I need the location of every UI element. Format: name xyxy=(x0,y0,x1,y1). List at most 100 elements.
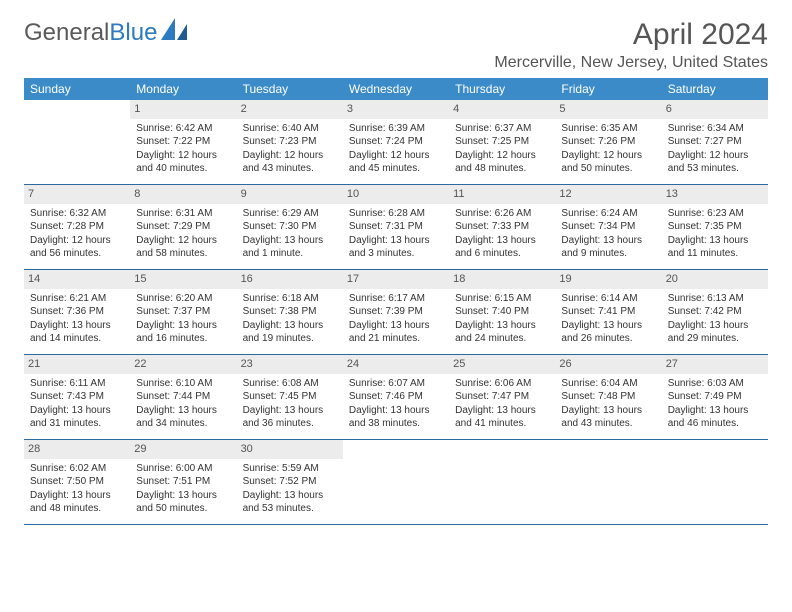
daylight-line2: and 21 minutes. xyxy=(349,332,443,346)
sunset: Sunset: 7:45 PM xyxy=(243,390,337,404)
day-number: 26 xyxy=(555,355,661,374)
empty-cell xyxy=(449,440,555,524)
sunrise: Sunrise: 6:31 AM xyxy=(136,207,230,221)
sunrise: Sunrise: 6:13 AM xyxy=(668,292,762,306)
sunrise: Sunrise: 6:40 AM xyxy=(243,122,337,136)
day-cell: 6Sunrise: 6:34 AMSunset: 7:27 PMDaylight… xyxy=(662,100,768,184)
title-block: April 2024 Mercerville, New Jersey, Unit… xyxy=(494,18,768,72)
daylight-line1: Daylight: 13 hours xyxy=(561,234,655,248)
day-cell: 4Sunrise: 6:37 AMSunset: 7:25 PMDaylight… xyxy=(449,100,555,184)
sunset: Sunset: 7:39 PM xyxy=(349,305,443,319)
sunrise: Sunrise: 6:37 AM xyxy=(455,122,549,136)
daylight-line2: and 1 minute. xyxy=(243,247,337,261)
sunset: Sunset: 7:41 PM xyxy=(561,305,655,319)
daylight-line1: Daylight: 13 hours xyxy=(349,404,443,418)
daylight-line2: and 45 minutes. xyxy=(349,162,443,176)
day-header-cell: Monday xyxy=(130,78,236,100)
sunset: Sunset: 7:43 PM xyxy=(30,390,124,404)
day-header-cell: Saturday xyxy=(662,78,768,100)
daylight-line2: and 46 minutes. xyxy=(668,417,762,431)
day-cell: 13Sunrise: 6:23 AMSunset: 7:35 PMDayligh… xyxy=(662,185,768,269)
sunrise: Sunrise: 5:59 AM xyxy=(243,462,337,476)
sunset: Sunset: 7:49 PM xyxy=(668,390,762,404)
day-cell: 26Sunrise: 6:04 AMSunset: 7:48 PMDayligh… xyxy=(555,355,661,439)
sunrise: Sunrise: 6:08 AM xyxy=(243,377,337,391)
day-number: 3 xyxy=(343,100,449,119)
sunset: Sunset: 7:24 PM xyxy=(349,135,443,149)
daylight-line2: and 43 minutes. xyxy=(243,162,337,176)
daylight-line1: Daylight: 13 hours xyxy=(455,319,549,333)
day-cell: 9Sunrise: 6:29 AMSunset: 7:30 PMDaylight… xyxy=(237,185,343,269)
sunset: Sunset: 7:29 PM xyxy=(136,220,230,234)
daylight-line2: and 43 minutes. xyxy=(561,417,655,431)
calendar: SundayMondayTuesdayWednesdayThursdayFrid… xyxy=(24,78,768,525)
week-row: 21Sunrise: 6:11 AMSunset: 7:43 PMDayligh… xyxy=(24,355,768,440)
daylight-line2: and 34 minutes. xyxy=(136,417,230,431)
sunrise: Sunrise: 6:17 AM xyxy=(349,292,443,306)
daylight-line2: and 58 minutes. xyxy=(136,247,230,261)
daylight-line1: Daylight: 12 hours xyxy=(136,234,230,248)
daylight-line2: and 38 minutes. xyxy=(349,417,443,431)
day-number: 29 xyxy=(130,440,236,459)
daylight-line2: and 48 minutes. xyxy=(30,502,124,516)
sunset: Sunset: 7:50 PM xyxy=(30,475,124,489)
daylight-line1: Daylight: 13 hours xyxy=(455,234,549,248)
sunrise: Sunrise: 6:07 AM xyxy=(349,377,443,391)
empty-cell xyxy=(662,440,768,524)
sunset: Sunset: 7:52 PM xyxy=(243,475,337,489)
sunset: Sunset: 7:33 PM xyxy=(455,220,549,234)
sunset: Sunset: 7:26 PM xyxy=(561,135,655,149)
daylight-line1: Daylight: 13 hours xyxy=(243,404,337,418)
day-cell: 16Sunrise: 6:18 AMSunset: 7:38 PMDayligh… xyxy=(237,270,343,354)
day-number: 24 xyxy=(343,355,449,374)
sunrise: Sunrise: 6:29 AM xyxy=(243,207,337,221)
sunrise: Sunrise: 6:39 AM xyxy=(349,122,443,136)
logo-text-2: Blue xyxy=(109,19,157,47)
day-number: 15 xyxy=(130,270,236,289)
daylight-line1: Daylight: 12 hours xyxy=(349,149,443,163)
sunset: Sunset: 7:38 PM xyxy=(243,305,337,319)
sunset: Sunset: 7:27 PM xyxy=(668,135,762,149)
day-number: 11 xyxy=(449,185,555,204)
sunrise: Sunrise: 6:35 AM xyxy=(561,122,655,136)
day-number: 20 xyxy=(662,270,768,289)
day-header-cell: Thursday xyxy=(449,78,555,100)
daylight-line2: and 40 minutes. xyxy=(136,162,230,176)
sunset: Sunset: 7:51 PM xyxy=(136,475,230,489)
daylight-line2: and 26 minutes. xyxy=(561,332,655,346)
day-number: 27 xyxy=(662,355,768,374)
day-cell: 1Sunrise: 6:42 AMSunset: 7:22 PMDaylight… xyxy=(130,100,236,184)
daylight-line1: Daylight: 13 hours xyxy=(243,234,337,248)
daylight-line2: and 29 minutes. xyxy=(668,332,762,346)
daylight-line1: Daylight: 13 hours xyxy=(136,489,230,503)
logo-text-1: General xyxy=(24,19,109,47)
sail-icon xyxy=(161,18,187,47)
week-row: 14Sunrise: 6:21 AMSunset: 7:36 PMDayligh… xyxy=(24,270,768,355)
day-cell: 19Sunrise: 6:14 AMSunset: 7:41 PMDayligh… xyxy=(555,270,661,354)
day-header-cell: Sunday xyxy=(24,78,130,100)
sunrise: Sunrise: 6:18 AM xyxy=(243,292,337,306)
sunrise: Sunrise: 6:04 AM xyxy=(561,377,655,391)
sunrise: Sunrise: 6:14 AM xyxy=(561,292,655,306)
day-cell: 24Sunrise: 6:07 AMSunset: 7:46 PMDayligh… xyxy=(343,355,449,439)
sunset: Sunset: 7:40 PM xyxy=(455,305,549,319)
day-cell: 12Sunrise: 6:24 AMSunset: 7:34 PMDayligh… xyxy=(555,185,661,269)
daylight-line1: Daylight: 13 hours xyxy=(136,319,230,333)
daylight-line1: Daylight: 13 hours xyxy=(668,319,762,333)
daylight-line2: and 56 minutes. xyxy=(30,247,124,261)
day-cell: 22Sunrise: 6:10 AMSunset: 7:44 PMDayligh… xyxy=(130,355,236,439)
sunrise: Sunrise: 6:15 AM xyxy=(455,292,549,306)
daylight-line2: and 50 minutes. xyxy=(136,502,230,516)
day-number: 22 xyxy=(130,355,236,374)
empty-cell xyxy=(24,100,130,184)
day-header-cell: Friday xyxy=(555,78,661,100)
day-cell: 8Sunrise: 6:31 AMSunset: 7:29 PMDaylight… xyxy=(130,185,236,269)
daylight-line2: and 9 minutes. xyxy=(561,247,655,261)
day-header-row: SundayMondayTuesdayWednesdayThursdayFrid… xyxy=(24,78,768,100)
sunrise: Sunrise: 6:28 AM xyxy=(349,207,443,221)
day-header-cell: Tuesday xyxy=(237,78,343,100)
day-number: 13 xyxy=(662,185,768,204)
daylight-line2: and 3 minutes. xyxy=(349,247,443,261)
daylight-line1: Daylight: 13 hours xyxy=(561,319,655,333)
sunrise: Sunrise: 6:00 AM xyxy=(136,462,230,476)
